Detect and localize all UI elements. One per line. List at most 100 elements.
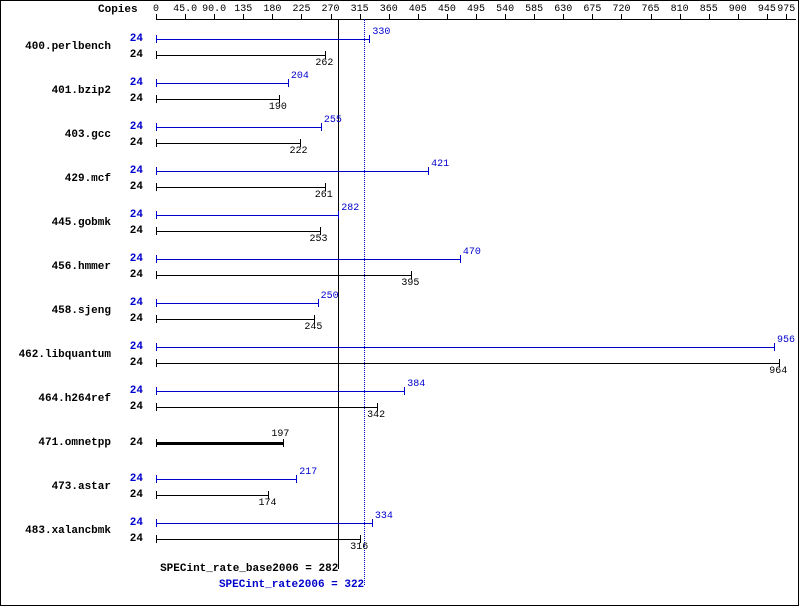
copies-base: 24 (123, 489, 143, 501)
peak-summary-line (364, 19, 365, 585)
bar-peak-end (318, 299, 319, 307)
x-tick-label: 270 (322, 4, 340, 15)
bar-base (156, 275, 411, 276)
bar-peak (156, 83, 288, 84)
benchmark-name: 456.hmmer (1, 261, 111, 273)
bar-peak (156, 171, 428, 172)
x-tick-label: 135 (234, 4, 252, 15)
value-base: 190 (269, 102, 287, 113)
bar-base (156, 495, 268, 496)
bar-base (156, 231, 320, 232)
bar-base-start (156, 183, 157, 191)
bar-peak-start (156, 211, 157, 219)
bar-base (156, 99, 279, 100)
value-peak: 217 (299, 467, 317, 478)
bar-peak-end (428, 167, 429, 175)
copies-peak: 24 (123, 77, 143, 89)
value-peak: 384 (407, 379, 425, 390)
benchmark-name: 400.perlbench (1, 41, 111, 53)
x-tick-label: 945 (758, 4, 776, 15)
bar-base (156, 407, 377, 408)
bar-peak-end (774, 343, 775, 351)
x-tick-label: 675 (583, 4, 601, 15)
bar-peak-start (156, 519, 157, 527)
x-tick-label: 975 (777, 4, 795, 15)
copies-base: 24 (123, 225, 143, 237)
bar-base-start (156, 535, 157, 543)
bar-base-start (156, 227, 157, 235)
bar-peak-start (156, 475, 157, 483)
x-tick-label: 315 (351, 4, 369, 15)
bar-peak-end (460, 255, 461, 263)
copies-base: 24 (123, 269, 143, 281)
bar-peak (156, 259, 460, 260)
bar-base (156, 55, 325, 56)
x-tick-label: 180 (263, 4, 281, 15)
bar-peak-start (156, 123, 157, 131)
value-base: 261 (315, 190, 333, 201)
spec-rate-chart: Copies045.090.01351802252703153604054504… (0, 0, 799, 606)
copies-base: 24 (123, 137, 143, 149)
x-tick-label: 360 (380, 4, 398, 15)
bar-base (156, 363, 779, 364)
x-tick-label: 810 (671, 4, 689, 15)
bar-peak-start (156, 79, 157, 87)
x-tick-label: 450 (438, 4, 456, 15)
value-base: 245 (304, 322, 322, 333)
bar-base (156, 143, 300, 144)
bar-peak (156, 39, 369, 40)
bar-peak (156, 303, 318, 304)
x-tick-label: 720 (612, 4, 630, 15)
value-base: 253 (310, 234, 328, 245)
bar-peak (156, 215, 338, 216)
bar-base (156, 187, 325, 188)
value-peak: 470 (463, 247, 481, 258)
bar-peak-start (156, 299, 157, 307)
copies-peak: 24 (123, 385, 143, 397)
bar-base (156, 442, 283, 445)
benchmark-name: 458.sjeng (1, 305, 111, 317)
x-tick-label: 405 (409, 4, 427, 15)
value-peak: 956 (777, 335, 795, 346)
copies-peak: 24 (123, 121, 143, 133)
benchmark-name: 462.libquantum (1, 349, 111, 361)
bar-peak-start (156, 343, 157, 351)
benchmark-name: 471.omnetpp (1, 437, 111, 449)
bar-peak-end (321, 123, 322, 131)
copies-base: 24 (123, 533, 143, 545)
copies-peak: 24 (123, 33, 143, 45)
bar-peak-start (156, 255, 157, 263)
bar-peak-start (156, 387, 157, 395)
value-peak: 330 (372, 27, 390, 38)
copies-base: 24 (123, 357, 143, 369)
x-tick-label: 0 (153, 4, 159, 15)
copies-base: 24 (123, 401, 143, 413)
value-base: 262 (315, 58, 333, 69)
bar-base (156, 539, 360, 540)
x-tick-label: 585 (525, 4, 543, 15)
bar-peak-start (156, 167, 157, 175)
bar-peak (156, 347, 774, 348)
copies-base: 24 (123, 181, 143, 193)
copies-peak: 24 (123, 517, 143, 529)
value-base: 197 (271, 429, 289, 440)
bar-base-start (156, 139, 157, 147)
value-base: 222 (290, 146, 308, 157)
bar-peak (156, 523, 372, 524)
x-tick-label: 630 (554, 4, 572, 15)
bar-peak-end (404, 387, 405, 395)
benchmark-name: 483.xalancbmk (1, 525, 111, 537)
bar-base-start (156, 271, 157, 279)
benchmark-name: 403.gcc (1, 129, 111, 141)
peak-summary-label: SPECint_rate2006 = 322 (219, 579, 364, 591)
value-base: 395 (401, 278, 419, 289)
value-base: 316 (350, 542, 368, 553)
bar-peak (156, 479, 296, 480)
x-tick-label: 225 (292, 4, 310, 15)
copies-peak: 24 (123, 473, 143, 485)
bar-base-start (156, 51, 157, 59)
value-peak: 334 (375, 511, 393, 522)
value-peak: 421 (431, 159, 449, 170)
bar-base-start (156, 359, 157, 367)
bar-base-start (156, 315, 157, 323)
